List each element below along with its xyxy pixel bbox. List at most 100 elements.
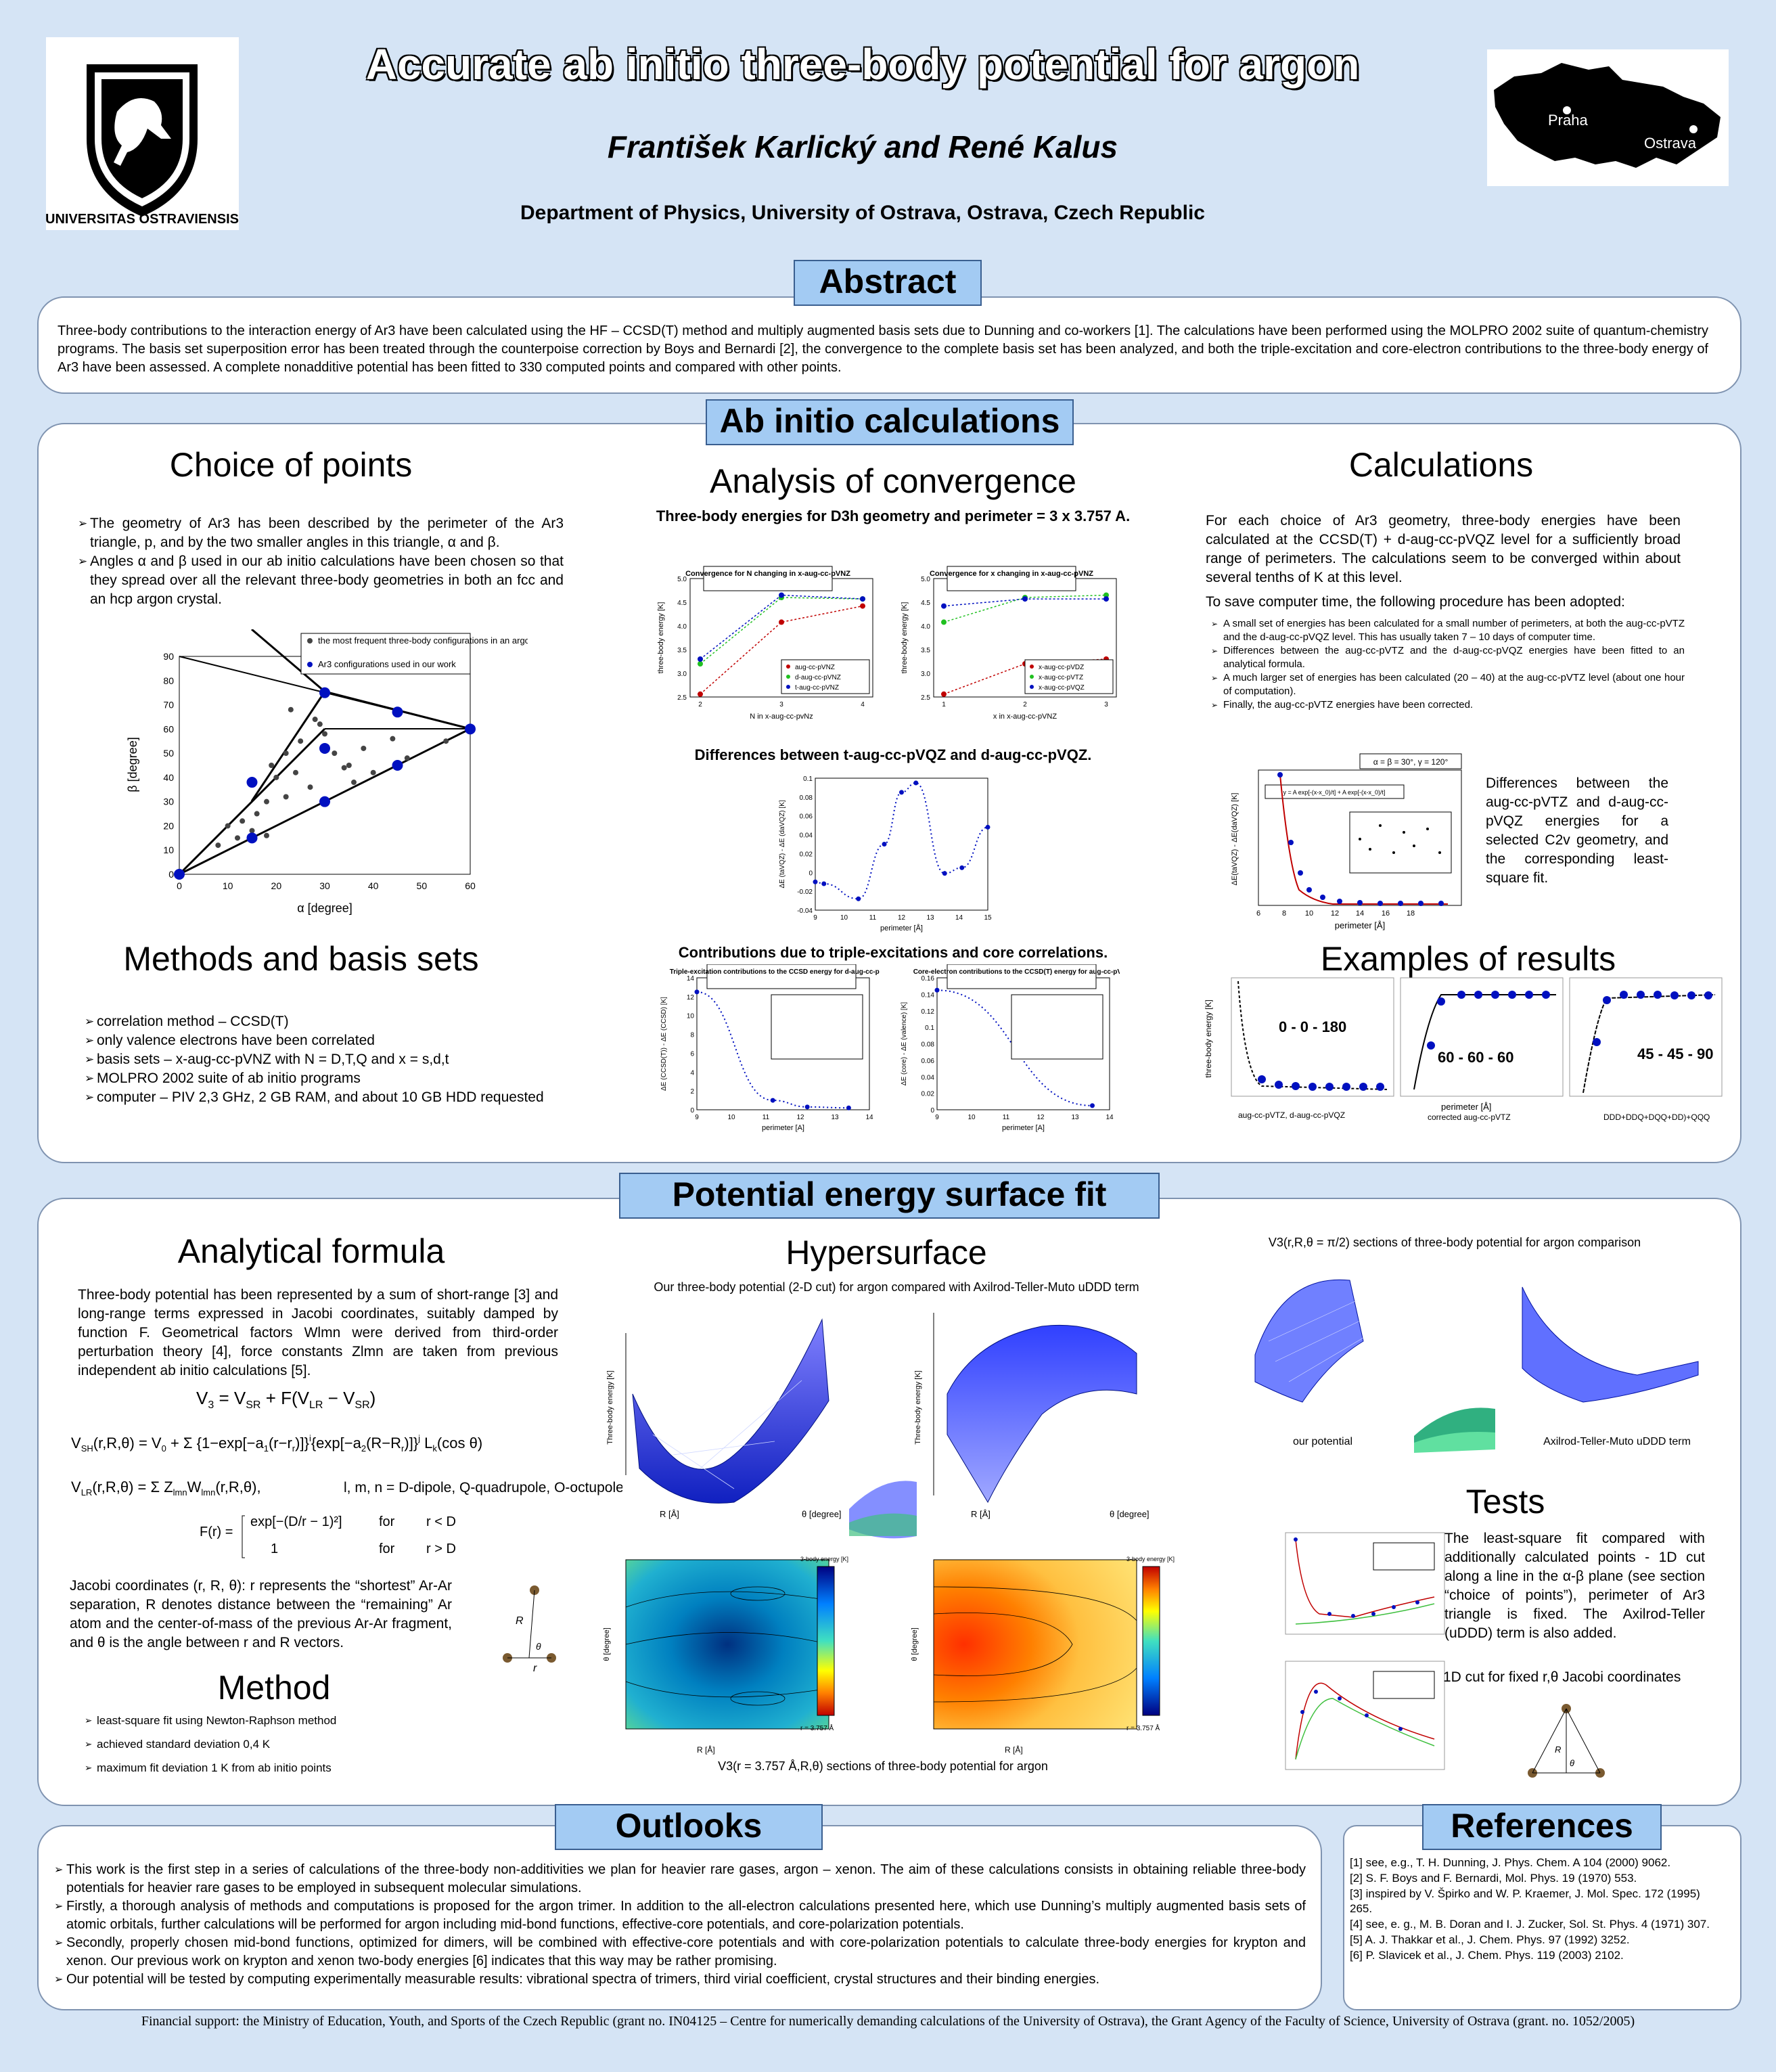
crystal-config-point (288, 706, 294, 713)
crystal-config-point (293, 769, 298, 775)
convergence-cap3: Contributions due to triple-excitations … (678, 944, 1108, 961)
chart-ytick: 0.12 (921, 1008, 935, 1016)
outlooks-heading: Outlooks (555, 1804, 823, 1850)
used-config-point (174, 869, 185, 880)
contour1-ylabel: θ [degree] (603, 1627, 611, 1661)
outlook-item: Secondly, properly chosen mid-bond funct… (54, 1934, 1306, 1970)
chart-ytick: 10 (687, 1013, 695, 1020)
formula-text: Three-body potential has been represente… (78, 1287, 558, 1378)
calc-item: Finally, the aug-cc-pVTZ energies have b… (1211, 698, 1685, 712)
choice-text: The geometry of Ar3 has been described b… (78, 514, 564, 609)
v3-surface-atm (1502, 1260, 1705, 1422)
contour2-ylabel: θ [degree] (911, 1627, 919, 1661)
hyper-caption2: V3(r = 3.757 Å,R,θ) sections of three-bo… (718, 1759, 1048, 1773)
svg-text:14: 14 (1356, 909, 1364, 918)
chart-ytick: 0.14 (921, 991, 935, 999)
svg-text:exp[−(D/r − 1)²]: exp[−(D/r − 1)²] (250, 1514, 342, 1529)
surface-thumb (842, 1462, 924, 1556)
crystal-config-point (390, 736, 396, 742)
chart-box-title: Triple-excitation contributions to the C… (670, 968, 880, 976)
czech-map: Praha Ostrava (1487, 49, 1729, 186)
calc-ylabel: ΔE(taVQZ) - ΔE(daVQZ) [K] (1231, 793, 1239, 886)
methods-title: Methods and basis sets (123, 940, 479, 978)
conv-ytick: 5.0 (677, 576, 687, 583)
used-config-point (246, 832, 258, 844)
chart-ytick: 0.1 (925, 1024, 934, 1032)
reference-item: [5] A. J. Thakkar et al., J. Chem. Phys.… (1350, 1933, 1630, 1946)
hyper-title: Hypersurface (785, 1234, 987, 1271)
chart-xtick: 14 (955, 914, 963, 922)
crystal-config-point (264, 798, 269, 805)
conv-point (860, 603, 865, 609)
crystal-config-point (235, 835, 240, 841)
chart-point (959, 865, 965, 870)
chart-point (813, 879, 818, 884)
crystal-config-point (404, 755, 410, 761)
conv-series-line (943, 594, 1107, 623)
surf2-ylabel: θ [degree] (1110, 1509, 1149, 1519)
conv-point (1022, 596, 1028, 602)
chart-point (846, 1105, 851, 1110)
conv-xlabel: N in x-aug-cc-pvNz (750, 713, 813, 721)
used-config-point (392, 706, 403, 718)
crystal-config-point (298, 738, 304, 744)
conv-xlabel: x in x-aug-cc-pVNZ (993, 713, 1057, 721)
svg-text:12: 12 (1331, 909, 1339, 918)
chart-ytick: 0.08 (800, 794, 813, 802)
calc-p2: To save computer time, the following pro… (1206, 594, 1625, 610)
chart-point (856, 896, 861, 901)
conv-point (779, 619, 784, 625)
used-config-point (246, 777, 258, 788)
surf1-ylabel: θ [degree] (802, 1509, 842, 1519)
conv-ytick: 4.0 (921, 623, 930, 631)
v3-caption: V3(r,R,θ = π/2) sections of three-body p… (1268, 1236, 1641, 1249)
methods-item: computer – PIV 2,3 GHz, 2 GB RAM, and ab… (85, 1088, 558, 1107)
svg-text:V3 = VSR + F(VLR − VSR): V3 = VSR + F(VLR − VSR) (196, 1388, 375, 1411)
choice-title: Choice of points (169, 446, 413, 484)
svg-text:VLR(r,R,θ) = Σ ZlmnWlmn(r,R,θ): VLR(r,R,θ) = Σ ZlmnWlmn(r,R,θ), (71, 1479, 261, 1497)
diff-chart: -0.04 -0.02 0 0.02 0.04 0.06 0.08 0.1 9 10 11 12 13 1… (775, 765, 998, 934)
crystal-config-point (317, 721, 323, 727)
chart-curve (936, 989, 1093, 1106)
conv-point (941, 603, 947, 609)
reference-item: [6] P. Slavicek et al., J. Chem. Phys. 1… (1350, 1949, 1624, 1962)
surface-plot-2: Three-body energy [K] R [Å] θ [degree] (907, 1299, 1164, 1523)
tests-title: Tests (1465, 1483, 1545, 1521)
map-praha: Praha (1548, 112, 1588, 129)
chart-xtick: 13 (1071, 1114, 1079, 1121)
conv-ytick: 4.5 (921, 600, 930, 607)
conv-legend-item: d-aug-cc-pVNZ (795, 674, 841, 681)
footer: Financial support: the Ministry of Educa… (141, 2014, 1635, 2029)
calc-item: A small set of energies has been calcula… (1211, 617, 1685, 644)
conv-ytick: 5.0 (921, 576, 930, 583)
v3-thumb (1411, 1395, 1499, 1456)
used-config-point (319, 742, 330, 754)
chart-xtick: 12 (898, 914, 906, 922)
crystal-config-point (283, 750, 289, 757)
used-config-point (392, 760, 403, 771)
examples-ylabel: three-body energy [K] (1204, 999, 1213, 1077)
v3-atm-label: Axilrod-Teller-Muto uDDD term (1543, 1436, 1691, 1447)
method-item: maximum fit deviation 1 K from ab initio… (85, 1756, 491, 1780)
surface-plot-1: Three-body energy [K] R [Å] θ [degree] (599, 1299, 856, 1523)
chart-xtick: 10 (727, 1114, 735, 1121)
conv-box-title: Convergence for N changing in x-aug-cc-p… (685, 570, 850, 578)
conv-ytick: 3.0 (921, 671, 930, 678)
map-ostrava: Ostrava (1644, 135, 1697, 152)
conv-legend-item: x-aug-cc-pVQZ (1039, 684, 1085, 692)
abinitio-heading: Ab initio calculations (706, 399, 1074, 445)
crystal-config-point (332, 750, 338, 757)
chart-ytick: 0.06 (921, 1058, 935, 1065)
chart-xtick: 10 (840, 914, 848, 922)
conv-xtick: 3 (1104, 701, 1108, 708)
pes-heading: Potential energy surface fit (619, 1173, 1160, 1219)
contour1-xlabel: R [Å] (697, 1744, 715, 1755)
chart-ytick: 0.02 (921, 1091, 935, 1098)
calc-item: A much larger set of energies has been c… (1211, 671, 1685, 698)
abstract-text: Three-body contributions to the interact… (58, 323, 1708, 375)
conv-xtick: 2 (1023, 701, 1027, 708)
method-list: least-square fit using Newton-Raphson me… (85, 1709, 491, 1780)
v3-surface-ours (1228, 1260, 1377, 1422)
chart-ytick: 2 (690, 1088, 694, 1096)
svg-text:16: 16 (1382, 909, 1390, 918)
